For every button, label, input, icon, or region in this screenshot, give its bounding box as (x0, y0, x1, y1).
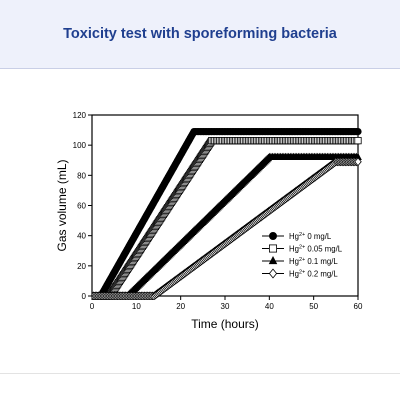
x-tick-label: 20 (176, 302, 185, 311)
data-point (268, 244, 277, 253)
x-axis-label: Time (hours) (191, 317, 259, 331)
x-tick-label: 0 (90, 302, 95, 311)
legend-label-charge: 2+ (299, 270, 305, 276)
legend-label-concentration: 0.2 mg/L (305, 270, 338, 279)
series-circle (92, 127, 362, 300)
series-diamond (92, 157, 362, 300)
data-point (354, 127, 362, 136)
legend-label: Hg2+ 0.1 mg/L (289, 257, 338, 266)
legend-label: Hg2+ 0 mg/L (289, 232, 332, 241)
legend-item: Hg2+ 0.2 mg/L (262, 268, 338, 279)
page-header: Toxicity test with sporeforming bacteria (0, 0, 400, 69)
legend-label-concentration: 0 mg/L (305, 232, 332, 241)
legend-label-ion: Hg (289, 232, 299, 241)
data-point (354, 157, 362, 167)
data-point (268, 256, 278, 265)
x-tick-label: 40 (265, 302, 274, 311)
legend-label: Hg2+ 0.2 mg/L (289, 270, 338, 279)
data-point (354, 137, 362, 145)
data-point (268, 268, 278, 279)
x-tick-label: 10 (132, 302, 141, 311)
series-square (92, 137, 362, 300)
x-tick-label: 60 (354, 302, 363, 311)
legend-item: Hg2+ 0.05 mg/L (262, 244, 343, 254)
legend-label: Hg2+ 0.05 mg/L (289, 245, 343, 254)
legend-label-ion: Hg (289, 245, 299, 254)
legend-label-charge: 2+ (299, 257, 305, 263)
legend-item: Hg2+ 0 mg/L (262, 231, 332, 241)
y-tick-label: 100 (73, 141, 87, 150)
divider (0, 373, 400, 374)
legend-item: Hg2+ 0.1 mg/L (262, 256, 338, 266)
y-tick-label: 60 (77, 202, 86, 211)
x-tick-label: 50 (309, 302, 318, 311)
legend-label-concentration: 0.1 mg/L (305, 257, 338, 266)
page-title: Toxicity test with sporeforming bacteria (63, 26, 337, 42)
y-tick-label: 80 (77, 171, 86, 180)
y-tick-label: 40 (77, 232, 86, 241)
y-axis-label: Gas volume (mL) (55, 159, 69, 251)
legend-label-concentration: 0.05 mg/L (305, 245, 343, 254)
legend-label-ion: Hg (289, 257, 299, 266)
y-tick-label: 120 (73, 111, 87, 120)
x-tick-label: 30 (221, 302, 230, 311)
y-tick-label: 0 (82, 292, 87, 301)
data-point (268, 231, 277, 240)
legend-label-charge: 2+ (299, 245, 305, 251)
y-tick-label: 20 (77, 262, 86, 271)
legend-label-ion: Hg (289, 270, 299, 279)
legend-label-charge: 2+ (299, 232, 305, 238)
